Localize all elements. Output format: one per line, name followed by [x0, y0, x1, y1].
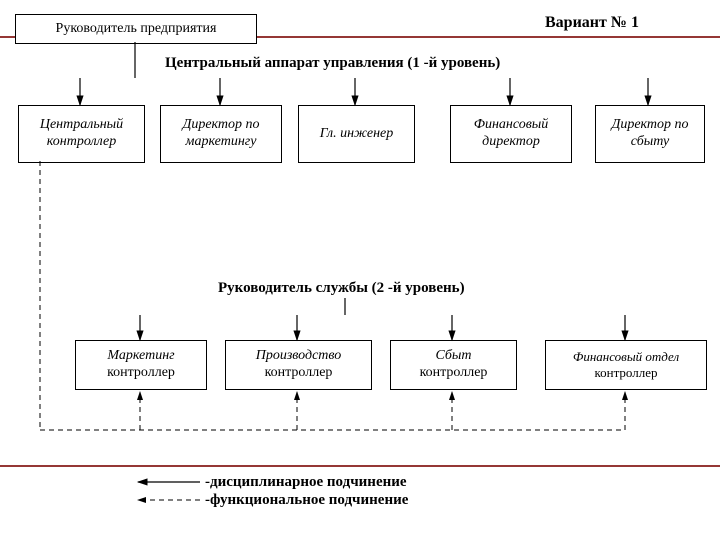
connections [0, 0, 720, 540]
